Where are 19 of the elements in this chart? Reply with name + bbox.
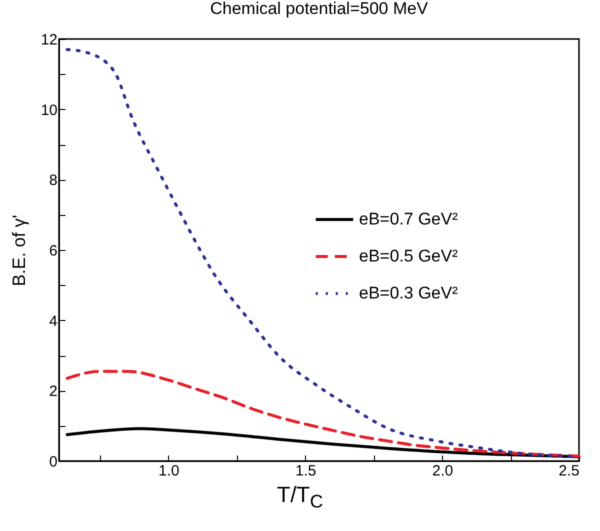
x-tick-label: 2.0 bbox=[432, 462, 454, 480]
y-tick-label: 0 bbox=[49, 454, 58, 470]
legend-label: eB=0.7 GeV² bbox=[359, 210, 458, 228]
x-axis-title: T/T$_{C}$ bbox=[276, 482, 324, 512]
y-tick-label: 6 bbox=[49, 242, 58, 260]
y-tick-label: 10 bbox=[40, 102, 58, 119]
chart-title: Chemical potential=500 MeV bbox=[210, 0, 429, 18]
y-tick-label: 8 bbox=[49, 172, 58, 190]
y-tick-label: 2 bbox=[49, 383, 58, 400]
line-series bbox=[66, 370, 580, 458]
y-tick-label: 12 bbox=[40, 32, 58, 48]
legend-label: eB=0.3 GeV² bbox=[359, 284, 458, 302]
y-tick-label: 4 bbox=[49, 312, 58, 330]
x-tick-label: 1.0 bbox=[158, 462, 180, 480]
x-tick-label: 2.5 bbox=[558, 462, 580, 480]
line-series bbox=[66, 48, 576, 458]
x-tick-label: 1.5 bbox=[295, 462, 316, 480]
legend-label: eB=0.5 GeV² bbox=[359, 246, 458, 266]
y-axis-title: B.E. of γ' bbox=[8, 214, 29, 286]
